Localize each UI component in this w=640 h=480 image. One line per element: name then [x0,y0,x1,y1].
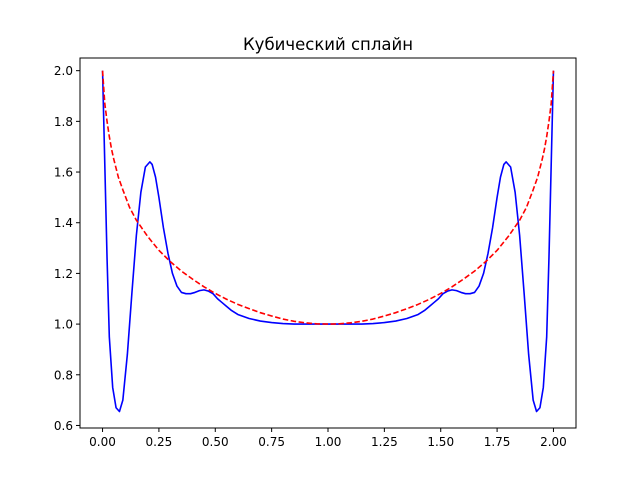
series-layer [101,70,555,413]
y-tick-label: 0.8 [54,368,73,382]
x-tick-label: 1.50 [427,435,454,449]
y-tick-label: 1.2 [54,267,73,281]
y-tick-label: 1.0 [54,318,73,332]
y-tick-label: 0.6 [54,419,73,433]
series-line-2 [101,70,555,325]
x-axis: 0.00 0.25 0.50 0.75 1.00 1.25 1.50 1.75 2.00 [89,428,567,449]
series-line-1 [101,70,555,413]
y-tick-label: 1.6 [54,166,73,180]
x-tick-label: 0.25 [146,435,173,449]
x-tick-label: 2.00 [540,435,567,449]
chart-title: Кубический сплайн [243,35,413,54]
x-tick-label: 1.00 [315,435,342,449]
x-tick-label: 0.00 [89,435,116,449]
x-tick-label: 0.75 [258,435,285,449]
y-tick-label: 2.0 [54,64,73,78]
x-tick-label: 1.75 [484,435,511,449]
x-tick-label: 0.50 [202,435,229,449]
y-tick-label: 1.8 [54,115,73,129]
x-tick-label: 1.25 [371,435,398,449]
y-tick-label: 1.4 [54,216,73,230]
y-axis: 0.6 0.8 1.0 1.2 1.4 1.6 1.8 2.0 [54,64,80,433]
